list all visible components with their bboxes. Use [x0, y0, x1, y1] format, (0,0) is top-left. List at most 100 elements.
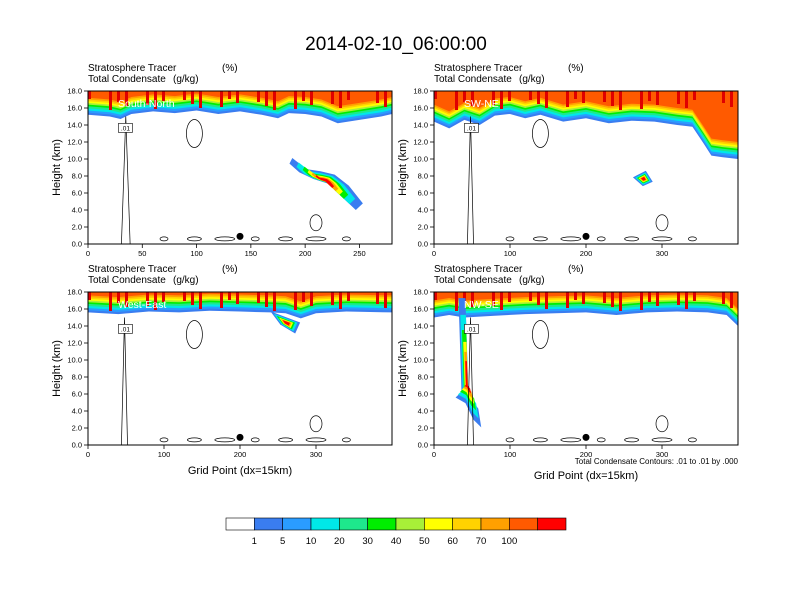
x-tick-label: 300: [656, 450, 669, 459]
y-tick-label: 8.0: [72, 172, 82, 181]
header-left-2: Total Condensate: [88, 74, 166, 85]
tracer-streak: [537, 292, 540, 305]
x-tick-label: 200: [299, 249, 312, 258]
tracer-streak: [347, 91, 350, 100]
x-tick-label: 300: [656, 249, 669, 258]
tracer-streak: [492, 91, 495, 105]
tracer-streak: [640, 91, 643, 109]
contour-cloud: [655, 415, 669, 433]
contour-label: .01: [121, 125, 130, 132]
y-tick-label: 2.0: [418, 424, 428, 433]
tracer-streak: [199, 91, 202, 108]
tracer-streak: [220, 91, 223, 107]
contour-low-cloud: [688, 437, 697, 443]
y-tick-label: 8.0: [418, 172, 428, 181]
tracer-streak: [693, 292, 696, 301]
y-tick-label: 0.0: [72, 240, 82, 249]
colorbar-label: 10: [306, 536, 317, 547]
tracer-streak: [146, 292, 149, 306]
x-tick-label: 0: [86, 450, 90, 459]
header-left-2: Total Condensate: [434, 74, 512, 85]
contour-low-cloud: [596, 236, 606, 242]
contour-low-cloud: [187, 236, 202, 242]
contour-low-cloud: [187, 437, 202, 443]
x-tick-label: 100: [504, 249, 517, 258]
x-tick-label: 200: [580, 249, 593, 258]
y-axis-label: Height (km): [397, 340, 409, 397]
tracer-streak: [603, 91, 606, 102]
y-tick-label: 10.0: [67, 155, 82, 164]
contour-low-cloud: [250, 437, 260, 443]
x-axis-label: Grid Point (dx=15km): [534, 470, 638, 482]
tracer-streak: [582, 292, 585, 304]
y-axis-label: Height (km): [51, 340, 63, 397]
y-tick-label: 12.0: [413, 339, 428, 348]
condensate-contours: [467, 116, 697, 244]
colorbar-label: 60: [447, 536, 458, 547]
contour-low-cloud: [596, 437, 606, 443]
tracer-streak: [376, 292, 379, 304]
y-tick-label: 0.0: [418, 240, 428, 249]
tracer-streak: [656, 91, 659, 105]
y-tick-label: 10.0: [413, 356, 428, 365]
contour-cloud: [186, 119, 203, 148]
colorbar-label: 40: [391, 536, 402, 547]
contour-low-cloud: [651, 437, 673, 443]
colorbar-label: 100: [501, 536, 517, 547]
header-units-1: (%): [568, 63, 584, 74]
tracer-streak: [183, 292, 186, 301]
y-tick-label: 4.0: [72, 206, 82, 215]
tracer-streak: [529, 292, 532, 301]
contour-low-cloud: [305, 437, 327, 443]
colorbar-label: 20: [334, 536, 345, 547]
tracer-streak: [339, 292, 342, 309]
x-tick-label: 250: [353, 249, 366, 258]
y-tick-label: 16.0: [67, 104, 82, 113]
tracer-streak: [463, 292, 466, 303]
contour-footnote: Total Condensate Contours: .01 to .01 by…: [575, 457, 739, 466]
y-tick-label: 4.0: [418, 407, 428, 416]
location-marker: [236, 232, 244, 240]
contour-label-box: [118, 123, 133, 133]
tracer-streak: [582, 91, 585, 103]
tracer-streak: [125, 292, 128, 307]
contour-low-cloud: [278, 437, 293, 443]
tracer-streak: [722, 91, 725, 103]
contour-low-cloud: [342, 236, 351, 242]
x-tick-label: 300: [310, 450, 323, 459]
y-tick-label: 4.0: [72, 407, 82, 416]
y-tick-label: 6.0: [418, 189, 428, 198]
figure-title: 2014-02-10_06:00:00: [305, 34, 487, 55]
tracer-streak: [640, 292, 643, 310]
y-tick-label: 16.0: [413, 305, 428, 314]
tracer-streak: [220, 292, 223, 308]
contour-cloud: [309, 214, 323, 232]
x-tick-label: 50: [138, 249, 146, 258]
tracer-streak: [566, 292, 569, 308]
tracer-streak: [310, 292, 313, 306]
contour-column: [467, 317, 474, 445]
colorbar-swatch-11: [509, 517, 538, 531]
contour-low-cloud: [342, 437, 351, 443]
condensate-contours: [121, 317, 351, 445]
colorbar-swatch-7: [395, 517, 425, 531]
tracer-streak: [162, 292, 165, 302]
colorbar-swatch-5: [339, 517, 368, 531]
tracer-streak: [88, 91, 91, 99]
tracer-streak: [685, 91, 688, 108]
tracer-streak: [117, 292, 120, 303]
contour-label-box: [118, 324, 133, 334]
tracer-streak: [302, 91, 305, 101]
condensate-contours: [467, 317, 697, 445]
x-tick-label: 100: [504, 450, 517, 459]
tracer-streak: [722, 292, 725, 304]
tracer-streak: [434, 292, 437, 300]
header-left-1: Stratosphere Tracer: [88, 63, 177, 74]
x-tick-label: 0: [86, 249, 90, 258]
contour-low-cloud: [214, 437, 236, 443]
header-left-1: Stratosphere Tracer: [88, 264, 177, 275]
y-tick-label: 6.0: [418, 390, 428, 399]
tracer-streak: [455, 292, 458, 311]
